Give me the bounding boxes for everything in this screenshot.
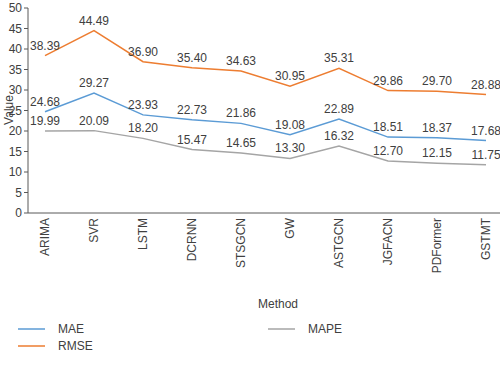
data-label: 20.09 xyxy=(79,114,109,128)
data-label: 16.32 xyxy=(324,129,354,143)
data-label: 29.27 xyxy=(79,76,109,90)
x-tick-label: GSTMT xyxy=(479,217,493,260)
data-label: 14.65 xyxy=(226,136,256,150)
data-label: 35.40 xyxy=(177,51,207,65)
data-label: 22.73 xyxy=(177,103,207,117)
data-label: 44.49 xyxy=(79,14,109,28)
data-label: 28.88 xyxy=(471,78,500,92)
data-label: 21.86 xyxy=(226,106,256,120)
data-label: 18.37 xyxy=(422,121,452,135)
data-label: 19.99 xyxy=(30,114,60,128)
data-label: 30.95 xyxy=(275,69,305,83)
data-label: 18.51 xyxy=(373,120,403,134)
data-label: 35.31 xyxy=(324,51,354,65)
y-tick-label: 45 xyxy=(9,22,23,36)
x-tick-label: ARIMA xyxy=(38,218,52,256)
y-tick xyxy=(24,90,28,91)
data-label: 12.15 xyxy=(422,146,452,160)
chart: 05101520253035404550ARIMASVRLSTMDCRNNSTS… xyxy=(0,0,500,367)
y-tick xyxy=(24,49,28,50)
y-tick xyxy=(24,192,28,193)
data-label: 36.90 xyxy=(128,45,158,59)
data-label: 11.75 xyxy=(471,148,500,162)
legend-label: RMSE xyxy=(58,339,93,353)
y-tick xyxy=(24,131,28,132)
data-label: 24.68 xyxy=(30,95,60,109)
x-axis-line xyxy=(28,213,500,214)
x-axis-title: Method xyxy=(258,297,298,311)
legend-label: MAE xyxy=(58,322,84,336)
y-tick xyxy=(24,69,28,70)
y-tick-label: 5 xyxy=(15,186,22,200)
y-tick-label: 10 xyxy=(9,165,23,179)
x-tick-label: STSGCN xyxy=(234,218,248,268)
legend-swatch xyxy=(268,328,295,330)
y-tick-label: 50 xyxy=(9,1,23,15)
data-label: 23.93 xyxy=(128,98,158,112)
data-label: 17.68 xyxy=(471,124,500,138)
data-label: 19.08 xyxy=(275,118,305,132)
chart-container: 05101520253035404550ARIMASVRLSTMDCRNNSTS… xyxy=(0,0,500,367)
x-tick-label: SVR xyxy=(87,218,101,243)
legend-swatch xyxy=(18,328,45,330)
y-tick xyxy=(24,8,28,9)
x-tick-label: PDFormer xyxy=(430,218,444,273)
data-label: 34.63 xyxy=(226,54,256,68)
legend-swatch xyxy=(18,345,45,347)
data-label: 15.47 xyxy=(177,133,207,147)
data-label: 22.89 xyxy=(324,102,354,116)
lines xyxy=(45,31,486,165)
y-tick xyxy=(24,213,28,214)
series-line xyxy=(45,131,486,165)
y-tick xyxy=(24,28,28,29)
y-tick xyxy=(24,110,28,111)
data-label: 12.70 xyxy=(373,144,403,158)
data-label: 38.39 xyxy=(30,39,60,53)
y-tick xyxy=(24,151,28,152)
x-tick-label: GW xyxy=(283,217,297,238)
y-tick-label: 20 xyxy=(9,124,23,138)
y-tick-label: 15 xyxy=(9,145,23,159)
x-tick-label: ASTGCN xyxy=(332,218,346,268)
y-tick xyxy=(24,172,28,173)
y-tick-label: 35 xyxy=(9,63,23,77)
x-tick-label: JGFACN xyxy=(381,218,395,265)
data-label: 13.30 xyxy=(275,141,305,155)
data-label: 18.20 xyxy=(128,121,158,135)
y-tick-label: 30 xyxy=(9,83,23,97)
x-tick-label: DCRNN xyxy=(185,218,199,261)
y-tick-label: 0 xyxy=(15,206,22,220)
data-label: 29.70 xyxy=(422,74,452,88)
series-line xyxy=(45,31,486,95)
y-axis-title: Value xyxy=(2,95,16,125)
y-tick-label: 40 xyxy=(9,42,23,56)
x-tick-label: LSTM xyxy=(136,218,150,250)
legend-label: MAPE xyxy=(308,322,342,336)
data-label: 29.86 xyxy=(373,74,403,88)
